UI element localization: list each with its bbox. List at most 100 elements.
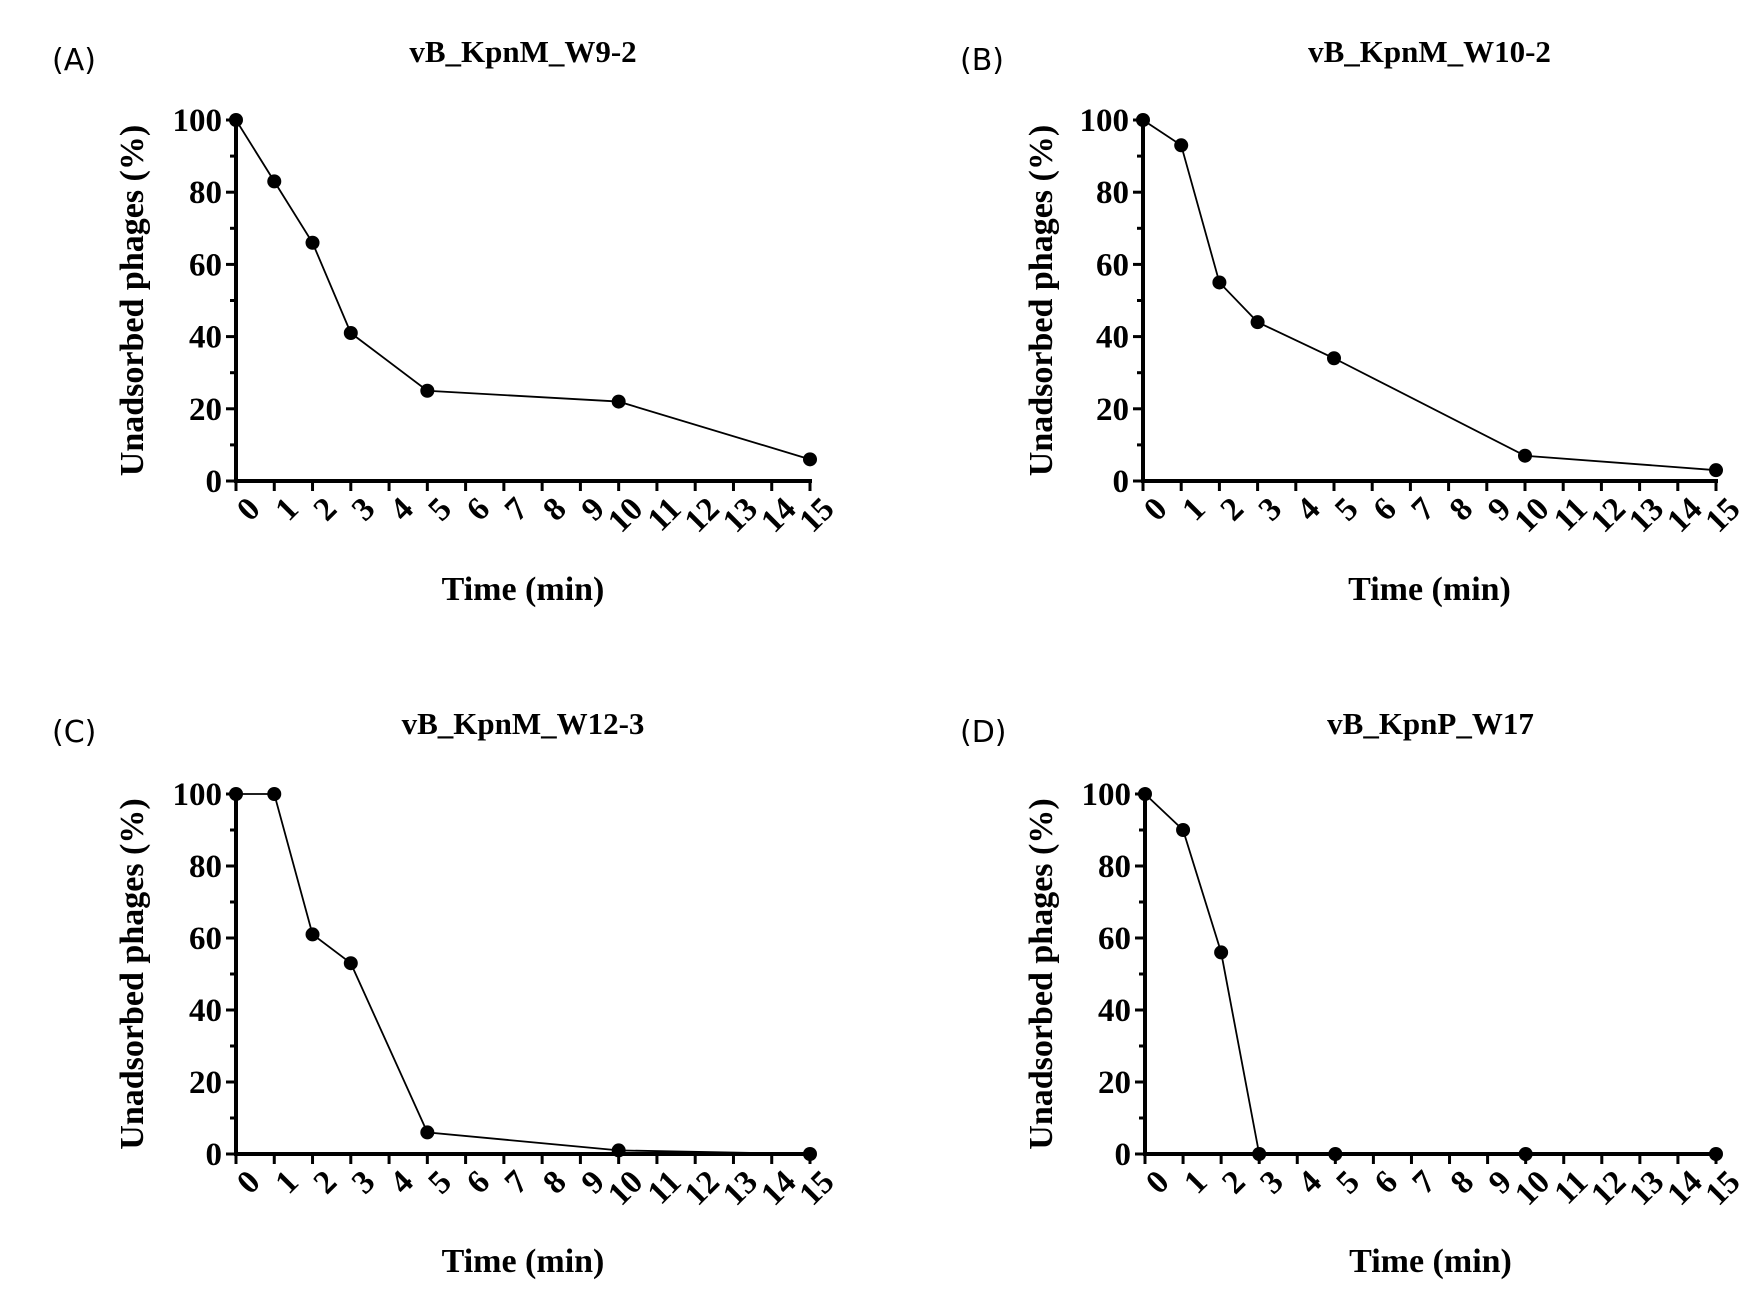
series-line <box>1144 793 1716 1155</box>
y-tick-label: 20 <box>1096 392 1129 428</box>
y-tick-label: 100 <box>1080 103 1130 139</box>
x-tick-label: 5 <box>1328 491 1365 528</box>
x-tick-label: 4 <box>383 491 420 528</box>
x-tick-label: 7 <box>498 491 535 528</box>
y-tick-label: 20 <box>189 1065 222 1101</box>
data-point <box>1136 113 1150 127</box>
data-point <box>1252 1147 1267 1161</box>
x-tick-label: 0 <box>1139 1164 1176 1201</box>
data-point <box>267 787 282 801</box>
y-tick-label: 80 <box>189 849 222 885</box>
data-point <box>1518 1147 1533 1161</box>
y-tick-label: 100 <box>173 777 223 813</box>
data-point <box>305 927 320 942</box>
data-point <box>1176 823 1191 837</box>
x-axis-label: Time (min) <box>1348 571 1511 608</box>
y-axis-label: Unadsorbed phages (%) <box>114 798 151 1149</box>
data-point <box>1709 463 1723 478</box>
data-point <box>305 235 320 250</box>
x-tick-label: 0 <box>230 1164 267 1201</box>
y-axis-label: Unadsorbed phages (%) <box>114 125 151 476</box>
data-point <box>229 113 243 127</box>
x-tick-label: 7 <box>1405 491 1442 528</box>
x-tick-label: 2 <box>307 1164 344 1201</box>
x-tick-label: 1 <box>269 1164 306 1201</box>
y-tick-label: 20 <box>189 392 222 428</box>
x-tick-label: 8 <box>1444 1164 1481 1201</box>
y-tick-label: 0 <box>206 1137 223 1173</box>
y-tick-label: 60 <box>1096 247 1129 283</box>
x-tick-label: 4 <box>1290 491 1327 528</box>
x-tick-label: 5 <box>422 491 459 528</box>
x-tick-label: 5 <box>422 1164 459 1201</box>
data-point <box>1328 1147 1343 1161</box>
x-tick-label: 7 <box>1406 1164 1443 1201</box>
y-tick-label: 100 <box>173 103 223 139</box>
y-tick-label: 80 <box>1098 849 1131 885</box>
data-point <box>1709 1147 1723 1161</box>
x-tick-label: 2 <box>1216 1164 1253 1201</box>
x-tick-label: 8 <box>537 1164 574 1201</box>
panel-letter: (D) <box>960 715 1007 750</box>
data-point <box>1138 787 1152 801</box>
y-tick-label: 60 <box>189 921 222 957</box>
x-tick-label: 15 <box>1699 1164 1748 1213</box>
x-tick-label: 0 <box>230 491 267 528</box>
x-tick-label: 1 <box>269 491 306 528</box>
x-tick-label: 0 <box>1137 491 1174 528</box>
x-axis-label: Time (min) <box>442 571 605 608</box>
panel-letter: (B) <box>960 43 1004 78</box>
panel-letter: (A) <box>52 43 96 78</box>
data-point <box>1214 945 1229 960</box>
x-tick-label: 7 <box>498 1164 535 1201</box>
x-tick-label: 8 <box>537 491 574 528</box>
y-tick-label: 40 <box>1096 320 1129 356</box>
x-tick-label: 1 <box>1176 491 1213 528</box>
x-tick-label: 4 <box>383 1164 420 1201</box>
data-point <box>1250 315 1265 330</box>
series-line <box>236 793 811 1155</box>
x-tick-label: 1 <box>1177 1164 1214 1201</box>
data-point <box>343 956 358 971</box>
data-point <box>420 1125 435 1140</box>
y-tick-label: 100 <box>1082 777 1132 813</box>
y-tick-label: 20 <box>1098 1065 1131 1101</box>
y-tick-label: 60 <box>1098 921 1131 957</box>
x-tick-label: 15 <box>793 1164 842 1213</box>
x-tick-label: 3 <box>1254 1164 1291 1201</box>
y-tick-label: 40 <box>189 993 222 1029</box>
x-axis-label: Time (min) <box>442 1243 605 1280</box>
x-tick-label: 6 <box>460 491 497 528</box>
x-tick-label: 6 <box>1367 491 1404 528</box>
data-point <box>343 325 358 340</box>
y-tick-label: 0 <box>1115 1137 1132 1173</box>
x-tick-label: 15 <box>1699 491 1748 540</box>
series-line <box>1142 119 1717 472</box>
x-tick-label: 3 <box>1252 491 1289 528</box>
data-point <box>803 452 817 467</box>
x-axis-label: Time (min) <box>1349 1243 1512 1280</box>
chart-title: vB_KpnP_W17 <box>1327 706 1534 741</box>
y-tick-label: 0 <box>206 464 223 500</box>
data-point <box>229 787 243 801</box>
y-tick-label: 80 <box>189 175 222 211</box>
x-tick-label: 4 <box>1292 1164 1329 1201</box>
panel-letter: (C) <box>52 715 96 750</box>
y-tick-label: 0 <box>1113 464 1130 500</box>
data-point <box>803 1147 817 1161</box>
y-tick-label: 40 <box>1098 993 1131 1029</box>
chart-title: vB_KpnM_W10-2 <box>1308 34 1551 69</box>
data-point <box>1327 351 1341 366</box>
x-tick-label: 3 <box>345 491 382 528</box>
x-tick-label: 8 <box>1443 491 1480 528</box>
x-tick-label: 2 <box>1214 491 1251 528</box>
data-point <box>1174 138 1189 153</box>
x-tick-label: 6 <box>1368 1164 1405 1201</box>
chart-title: vB_KpnM_W12-3 <box>402 706 645 741</box>
y-tick-label: 80 <box>1096 175 1129 211</box>
data-point <box>420 383 435 398</box>
